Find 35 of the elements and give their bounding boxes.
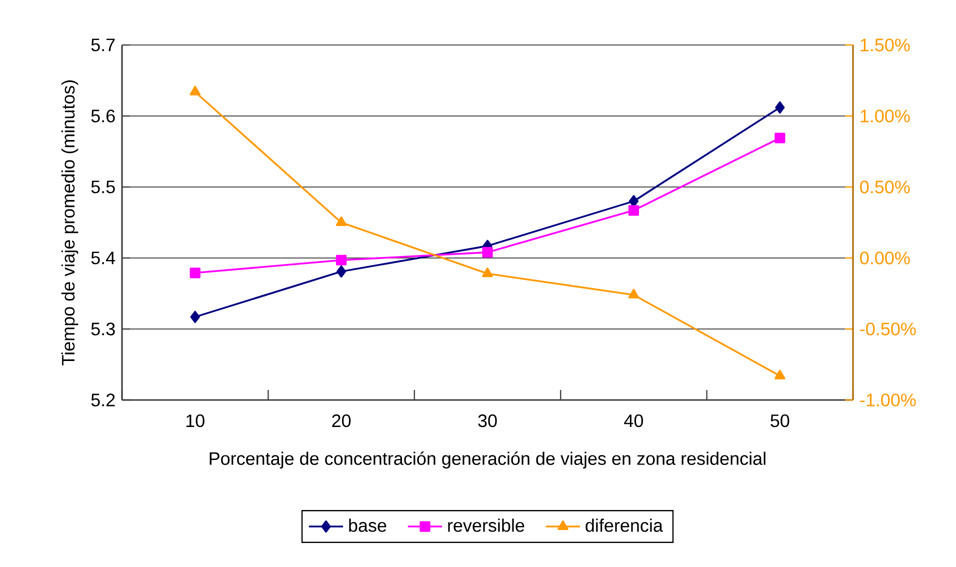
point — [190, 310, 200, 324]
y2-tick-label: -1.00% — [860, 394, 916, 406]
point — [336, 265, 346, 278]
x-tick-label: 20 — [332, 414, 351, 428]
legend-label: base — [349, 518, 386, 532]
y2-tick-label: 1.00% — [860, 110, 910, 122]
y2-tick-label: 1.50% — [860, 38, 910, 52]
y-tick-label: 5.6 — [91, 110, 115, 122]
y-tick-label: 5.2 — [91, 394, 115, 406]
x-tick-label: 30 — [478, 414, 497, 428]
legend-label: reversible — [448, 518, 524, 532]
y2-tick-label: 0.00% — [860, 252, 910, 264]
point — [628, 288, 640, 298]
point — [336, 216, 347, 226]
x-tick-label: 10 — [186, 414, 204, 428]
point — [190, 268, 200, 278]
y-axis-title: Tiempo de viaje promedio (minutos) — [61, 80, 78, 366]
y-tick-label: 5.7 — [91, 38, 115, 52]
point — [336, 254, 347, 266]
x-tick-label: 50 — [770, 414, 790, 428]
point — [775, 101, 785, 114]
point — [190, 86, 201, 96]
x-axis-title: Porcentaje de concentración generación de viajes en zona residencial — [210, 452, 766, 469]
y-tick-label: 5.5 — [91, 180, 115, 194]
point — [482, 247, 493, 258]
y-tick-label: 5.4 — [91, 252, 116, 264]
point — [482, 268, 493, 278]
y2-tick-label: 0.50% — [860, 180, 910, 194]
point — [628, 205, 640, 216]
legend-label: diferencia — [586, 518, 663, 532]
x-tick-label: 40 — [624, 414, 644, 428]
y2-tick-label: -0.50% — [860, 322, 916, 336]
point — [774, 370, 786, 380]
point — [774, 132, 786, 144]
y-tick-label: 5.3 — [91, 322, 115, 336]
